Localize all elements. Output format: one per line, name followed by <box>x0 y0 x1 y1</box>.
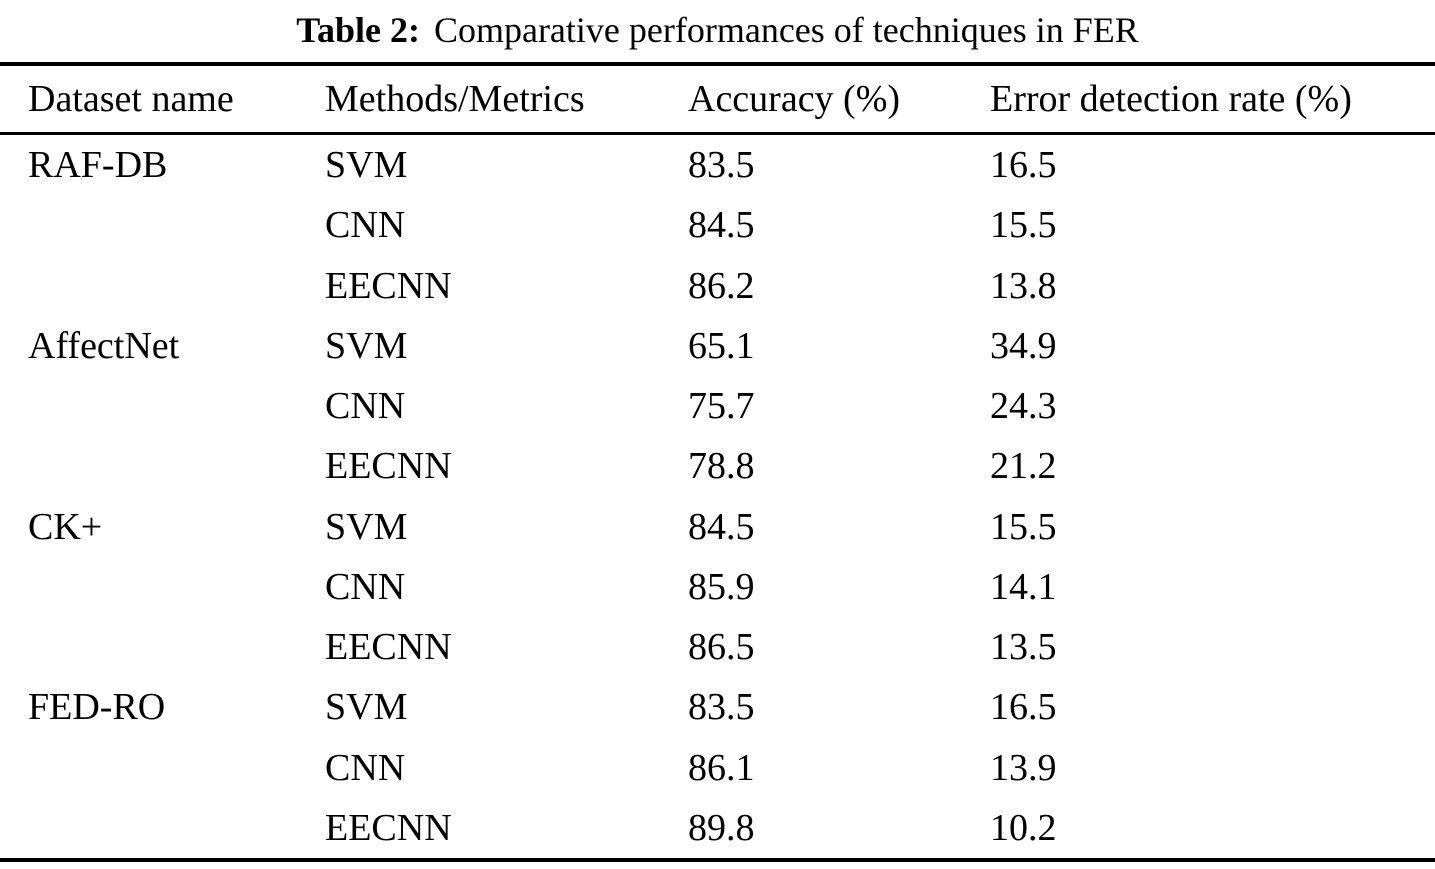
method-cell: SVM <box>325 686 408 729</box>
accuracy-cell: 83.5 <box>688 144 755 187</box>
table-row: CNN 85.9 14.1 <box>0 557 1435 617</box>
accuracy-cell: 85.9 <box>688 565 755 608</box>
error-rate-cell: 13.5 <box>990 626 1057 669</box>
error-rate-cell: 15.5 <box>990 505 1057 548</box>
accuracy-cell: 86.1 <box>688 746 755 789</box>
accuracy-cell: 86.2 <box>688 264 755 307</box>
error-rate-cell: 16.5 <box>990 144 1057 187</box>
method-cell: SVM <box>325 324 408 367</box>
accuracy-cell: 78.8 <box>688 445 755 488</box>
method-cell: EECNN <box>325 626 452 669</box>
method-cell: CNN <box>325 385 406 428</box>
table-bottom-rule <box>0 858 1435 862</box>
method-cell: CNN <box>325 565 406 608</box>
table-row: CNN 86.1 13.9 <box>0 738 1435 798</box>
accuracy-cell: 86.5 <box>688 626 755 669</box>
table-row: EECNN 86.2 13.8 <box>0 256 1435 316</box>
table-row: AffectNet SVM 65.1 34.9 <box>0 316 1435 376</box>
dataset-cell: RAF-DB <box>28 144 168 187</box>
table-row: CNN 75.7 24.3 <box>0 376 1435 436</box>
error-rate-cell: 10.2 <box>990 806 1057 849</box>
error-rate-cell: 13.9 <box>990 746 1057 789</box>
error-rate-cell: 13.8 <box>990 264 1057 307</box>
method-cell: SVM <box>325 505 408 548</box>
error-rate-cell: 16.5 <box>990 686 1057 729</box>
column-header-accuracy: Accuracy (%) <box>688 78 901 120</box>
method-cell: EECNN <box>325 264 452 307</box>
accuracy-cell: 83.5 <box>688 686 755 729</box>
method-cell: EECNN <box>325 806 452 849</box>
accuracy-cell: 84.5 <box>688 204 755 247</box>
table-row: CK+ SVM 84.5 15.5 <box>0 497 1435 557</box>
table-row: EECNN 86.5 13.5 <box>0 617 1435 677</box>
accuracy-cell: 75.7 <box>688 385 755 428</box>
error-rate-cell: 34.9 <box>990 324 1057 367</box>
table-row: EECNN 78.8 21.2 <box>0 436 1435 496</box>
accuracy-cell: 84.5 <box>688 505 755 548</box>
method-cell: CNN <box>325 204 406 247</box>
dataset-cell: AffectNet <box>28 324 180 367</box>
error-rate-cell: 15.5 <box>990 204 1057 247</box>
column-header-methods-metrics: Methods/Metrics <box>325 78 585 120</box>
error-rate-cell: 21.2 <box>990 445 1057 488</box>
dataset-cell: CK+ <box>28 505 103 548</box>
table-row: CNN 84.5 15.5 <box>0 195 1435 255</box>
table-header-rule <box>0 132 1435 135</box>
column-header-error-detection-rate: Error detection rate (%) <box>990 78 1352 120</box>
method-cell: CNN <box>325 746 406 789</box>
column-header-dataset-name: Dataset name <box>28 78 234 120</box>
table-caption-text: Comparative performances of techniques i… <box>433 10 1139 50</box>
table-row: EECNN 89.8 10.2 <box>0 798 1435 858</box>
method-cell: SVM <box>325 144 408 187</box>
table-header-row: Dataset name Methods/Metrics Accuracy (%… <box>0 66 1435 132</box>
accuracy-cell: 65.1 <box>688 324 755 367</box>
table-row: FED-RO SVM 83.5 16.5 <box>0 677 1435 737</box>
table-row: RAF-DB SVM 83.5 16.5 <box>0 135 1435 195</box>
accuracy-cell: 89.8 <box>688 806 755 849</box>
table-body: RAF-DB SVM 83.5 16.5 CNN 84.5 15.5 EECNN… <box>0 135 1435 858</box>
table-caption-label: Table 2: <box>296 10 420 50</box>
error-rate-cell: 14.1 <box>990 565 1057 608</box>
table-top-rule <box>0 62 1435 66</box>
method-cell: EECNN <box>325 445 452 488</box>
error-rate-cell: 24.3 <box>990 385 1057 428</box>
table-caption: Table 2: Comparative performances of tec… <box>0 0 1435 62</box>
dataset-cell: FED-RO <box>28 686 166 729</box>
